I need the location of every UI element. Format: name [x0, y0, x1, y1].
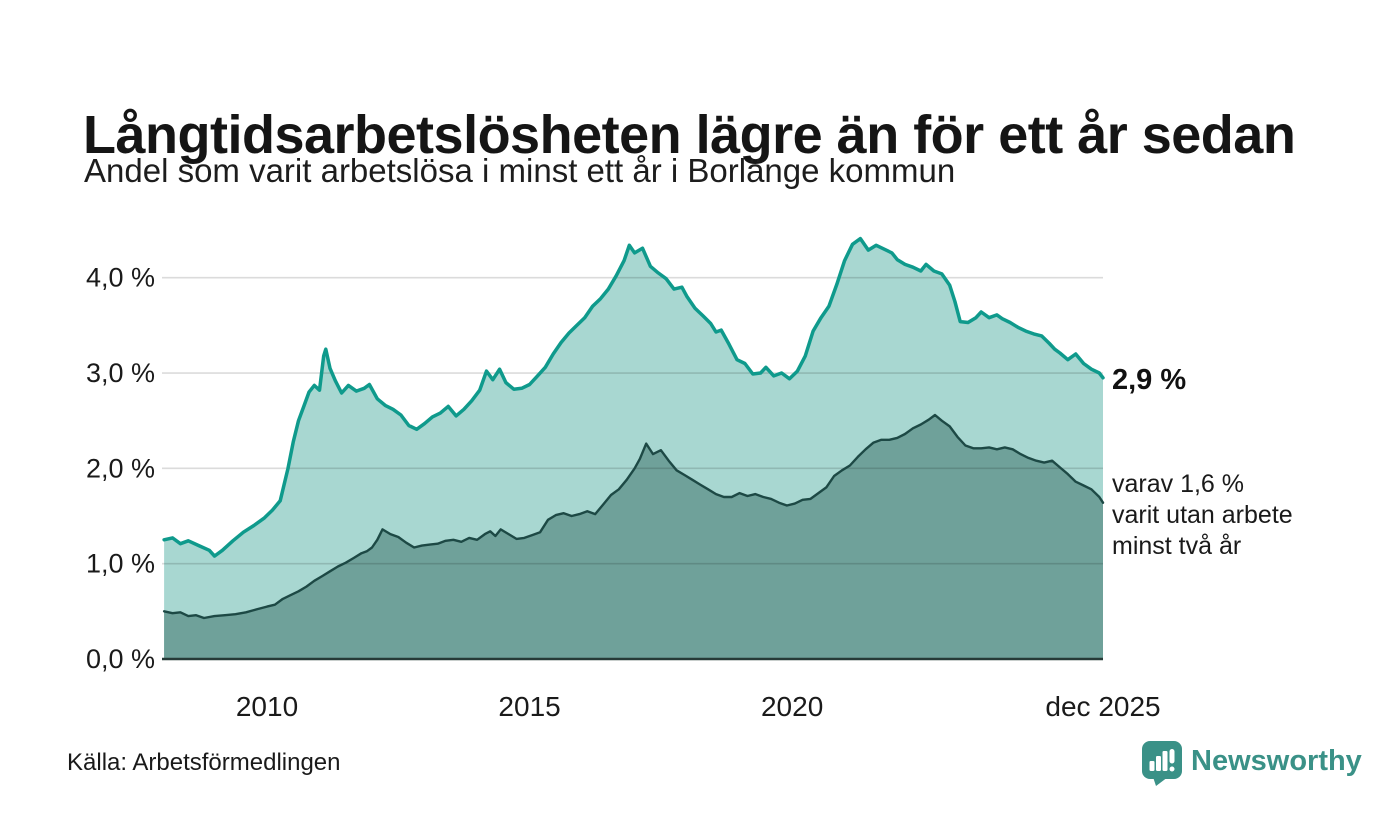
x-tick-label: 2010 — [236, 691, 298, 722]
x-tick-label: dec 2025 — [1045, 691, 1160, 722]
brand-wordmark: Newsworthy — [1191, 745, 1362, 777]
x-tick-label: 2015 — [498, 691, 560, 722]
series-line-0 — [162, 236, 1105, 558]
page-title: Långtidsarbetslösheten lägre än för ett … — [83, 105, 1296, 166]
y-tick-label: 2,0 % — [86, 453, 155, 483]
y-tick-label: 0,0 % — [86, 644, 155, 674]
end-label-total: 2,9 % — [1112, 364, 1187, 396]
brand-lockup: Newsworthy — [1142, 741, 1362, 787]
y-tick-label: 4,0 % — [86, 263, 155, 293]
y-tick-label: 3,0 % — [86, 358, 155, 388]
end-label-subset: varav 1,6 % varit utan arbete minst två … — [1112, 470, 1293, 560]
source-note: Källa: Arbetsförmedlingen — [67, 749, 341, 776]
newsworthy-logo-icon — [1142, 741, 1182, 786]
page-subtitle: Andel som varit arbetslösa i minst ett å… — [84, 152, 956, 189]
series-line-1 — [162, 413, 1105, 620]
x-tick-label: 2020 — [761, 691, 823, 722]
y-tick-label: 1,0 % — [86, 549, 155, 579]
area-fill-1 — [164, 415, 1104, 659]
